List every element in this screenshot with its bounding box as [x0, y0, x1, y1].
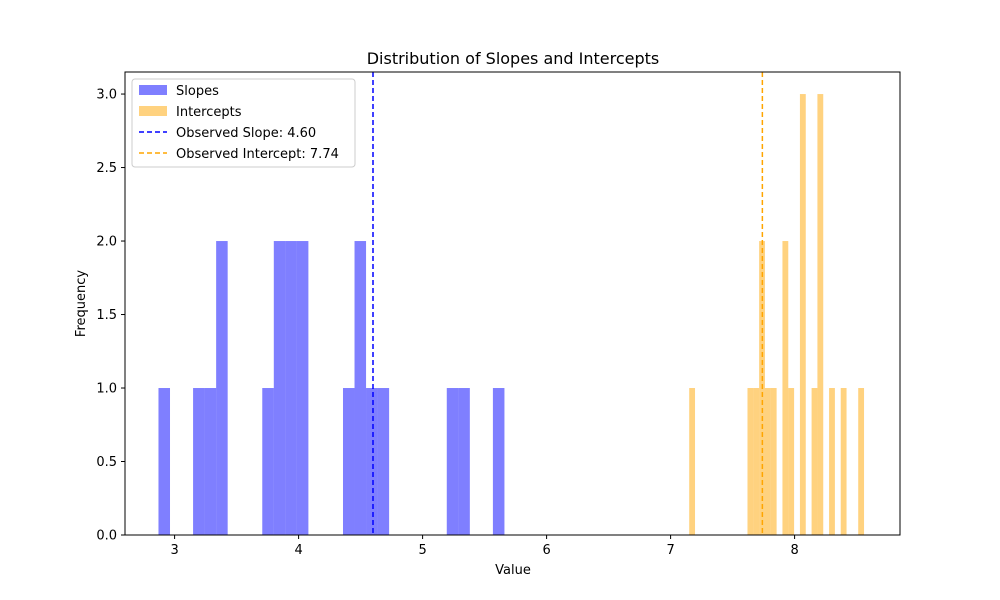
bar-slopes-12: [296, 241, 309, 536]
y-axis-ticks: 0.0 0.5 1.0 1.5 2.0 2.5 3.0: [96, 88, 125, 544]
reference-lines-layer: [372, 72, 764, 535]
bar-intercepts-24: [829, 388, 835, 535]
bar-slopes-3: [193, 388, 205, 535]
legend-label-intercepts: Intercepts: [176, 105, 242, 120]
legend-swatch-slopes: [139, 85, 167, 95]
bar-intercepts-16: [782, 241, 789, 536]
legend-label-slopes: Slopes: [176, 84, 219, 99]
x-tick-label: 8: [790, 543, 798, 558]
y-tick-label: 0.0: [96, 529, 117, 544]
bar-intercepts-29: [858, 388, 865, 535]
bar-intercepts-17: [788, 388, 795, 535]
y-tick-label: 1.0: [96, 382, 117, 397]
x-tick-label: 5: [418, 543, 426, 558]
bar-slopes-4: [204, 388, 217, 535]
bar-intercepts-10: [747, 388, 754, 535]
bar-intercepts-21: [811, 388, 818, 535]
x-tick-label: 7: [666, 543, 674, 558]
legend-label-observed-intercept: Observed Intercept: 7.74: [176, 147, 339, 162]
y-axis-label: Frequency: [74, 270, 89, 337]
bar-intercepts-13: [764, 388, 771, 535]
y-tick-label: 0.5: [96, 455, 117, 470]
bar-intercepts-22: [817, 94, 824, 536]
y-tick-label: 3.0: [96, 88, 117, 103]
bar-intercepts-26: [840, 388, 847, 535]
legend-label-observed-slope: Observed Slope: 4.60: [176, 126, 316, 141]
bar-slopes-26: [458, 388, 470, 535]
bar-slopes-25: [446, 388, 459, 535]
legend: Slopes Intercepts Observed Slope: 4.60 O…: [131, 78, 356, 168]
bar-slopes-11: [285, 241, 297, 536]
x-tick-label: 6: [542, 543, 550, 558]
bar-slopes-18: [366, 388, 378, 535]
y-tick-label: 2.0: [96, 235, 117, 250]
bar-slopes-19: [377, 388, 390, 535]
x-axis-label: Value: [495, 563, 531, 578]
x-axis-ticks: 3 4 5 6 7 8: [170, 535, 799, 558]
bar-intercepts-14: [770, 388, 777, 535]
x-tick-label: 3: [170, 543, 178, 558]
bar-intercepts-0: [689, 388, 696, 535]
bar-slopes-10: [273, 241, 286, 536]
y-tick-label: 1.5: [96, 308, 117, 323]
legend-swatch-intercepts: [139, 106, 167, 116]
bars-layer: [158, 94, 865, 536]
bar-intercepts-11: [753, 388, 760, 535]
plot-frame: [124, 71, 901, 536]
bar-slopes-0: [158, 388, 171, 535]
bar-slopes-9: [262, 388, 274, 535]
bar-slopes-16: [342, 388, 355, 535]
x-tick-label: 4: [294, 543, 302, 558]
bar-intercepts-19: [799, 94, 806, 536]
y-tick-label: 2.5: [96, 161, 117, 176]
bar-slopes-17: [354, 241, 367, 536]
legend-box: [131, 78, 356, 168]
chart-title: Distribution of Slopes and Intercepts: [367, 49, 660, 68]
bar-slopes-5: [216, 241, 228, 536]
bar-slopes-29: [492, 388, 505, 535]
